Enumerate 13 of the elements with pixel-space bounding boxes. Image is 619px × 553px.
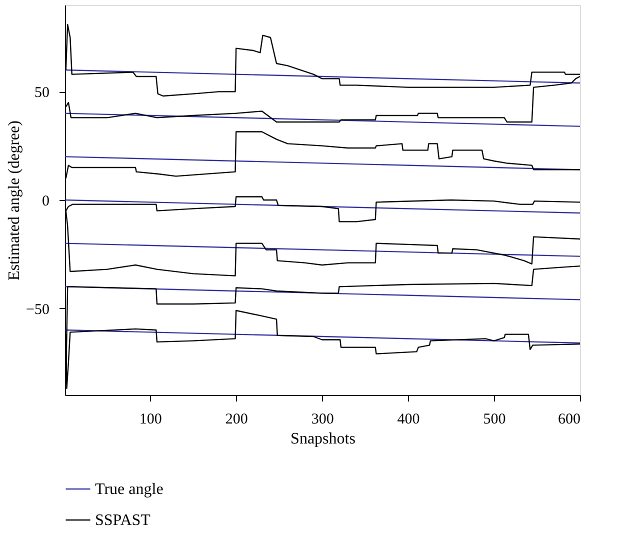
y-axis-title: Estimated angle (degree) xyxy=(6,120,24,280)
y-tick-label: −50 xyxy=(26,302,50,318)
x-axis-title: Snapshots xyxy=(290,430,356,448)
x-tick-label: 500 xyxy=(483,412,506,428)
x-tick-label: 200 xyxy=(225,412,248,428)
x-tick-label: 400 xyxy=(397,412,420,428)
x-tick-label: 300 xyxy=(311,412,334,428)
y-tick-label: 0 xyxy=(42,194,50,210)
legend-label: SSPAST xyxy=(95,512,151,529)
x-tick-label: 600 xyxy=(558,412,580,428)
x-tick-label: 100 xyxy=(139,412,162,428)
legend-label: True angle xyxy=(95,481,164,498)
y-tick-label: 50 xyxy=(34,85,50,102)
